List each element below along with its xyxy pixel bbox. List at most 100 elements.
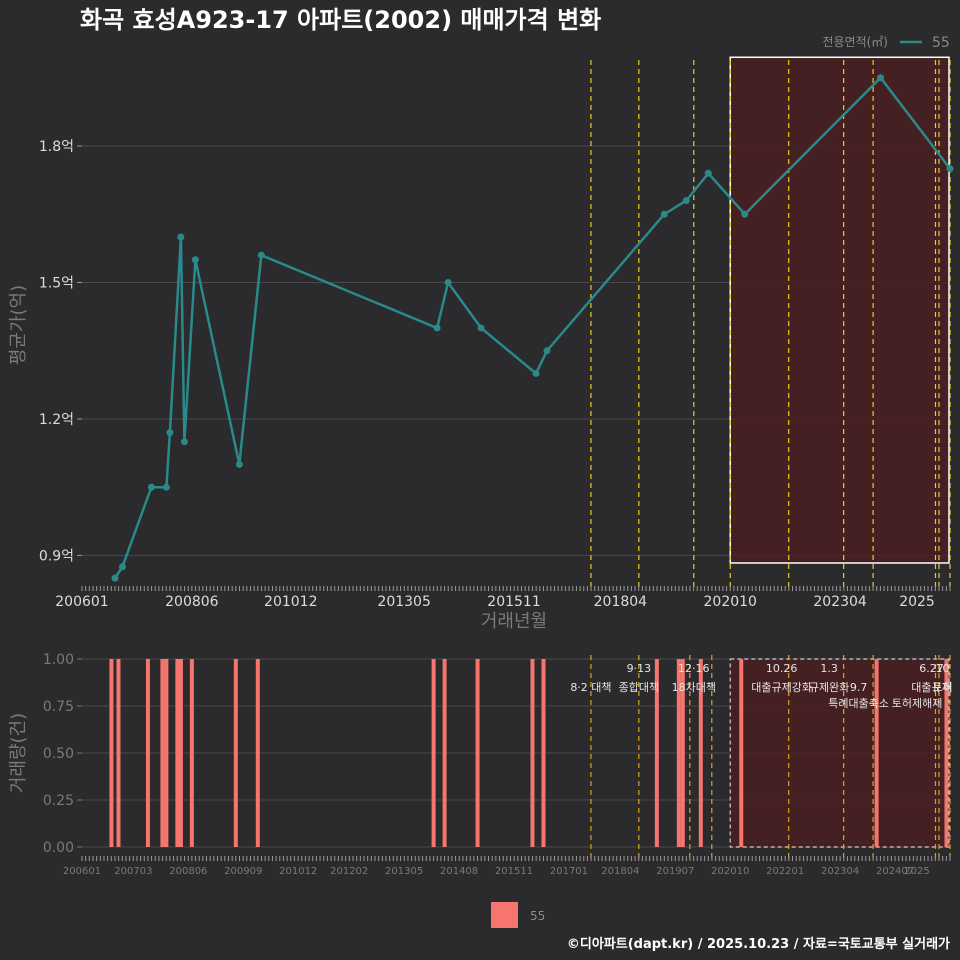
volume-bar-0	[109, 659, 114, 847]
price-x-tick-label-2: 201012	[264, 594, 317, 610]
price-x-tick-label-4: 201511	[487, 594, 540, 610]
policy-annotation-1: 9·13	[627, 662, 652, 675]
price-y-tick-label-0: 0.9억	[39, 548, 74, 564]
bar-legend-label-55: 55	[530, 909, 545, 923]
price-point-14	[543, 347, 551, 355]
volume-y-axis-title: 거래량(건)	[8, 713, 29, 793]
volume-bar-13	[530, 659, 535, 847]
volume-x-axis: 200601 200703 200806 200909 201012 201202 2013…	[63, 856, 951, 877]
volume-x-tick-label-0: 200601	[63, 866, 101, 877]
volume-x-tick-label-10: 201804	[601, 866, 639, 877]
price-x-tick-label-7: 202304	[813, 594, 867, 610]
price-point-15	[660, 210, 668, 218]
volume-x-tick-label-11: 201907	[656, 866, 694, 877]
price-point-13	[532, 369, 540, 377]
volume-bar-7	[189, 659, 194, 847]
volume-x-tick-label-5: 201202	[330, 866, 368, 877]
price-point-1	[118, 563, 126, 571]
volume-bar-16	[676, 659, 681, 847]
volume-bar-8	[233, 659, 238, 847]
volume-bar-9	[255, 659, 260, 847]
volume-bar-12	[475, 659, 480, 847]
price-point-6	[180, 438, 188, 446]
policy-annotation-15: 토허	[932, 681, 952, 694]
volume-bar-1	[116, 659, 121, 847]
policy-annotation-2: 종합대책	[619, 681, 659, 694]
price-x-axis-title: 거래년월	[481, 611, 547, 632]
price-x-tick-label-0: 200601	[55, 594, 108, 610]
volume-x-tick-label-1: 200703	[114, 866, 152, 877]
volume-x-tick-label-2: 200806	[169, 866, 207, 877]
volume-x-tick-label-14: 202304	[821, 866, 859, 877]
price-y-tick-label-3: 1.8억	[39, 139, 74, 155]
price-x-tick-label-8: 2025	[899, 594, 935, 610]
price-y-axis-title: 평균가(억)	[8, 285, 29, 365]
price-series	[111, 74, 954, 582]
volume-bar-14	[541, 659, 546, 847]
volume-bar-21	[944, 659, 949, 847]
volume-bar-20	[874, 659, 879, 847]
policy-annotations: 8·2 대책 9·13 종합대책 12·16 18차대책 10.26 대출규제강화 1.3 규제…	[570, 662, 952, 710]
volume-highlight-region	[729, 658, 950, 848]
volume-y-axis: 0.00 0.25 0.50 0.75 1.00	[43, 652, 82, 856]
volume-y-tick-label-3: 0.75	[43, 699, 74, 715]
bar-legend-swatch	[491, 902, 518, 928]
price-point-0	[111, 574, 119, 582]
policy-annotation-0: 8·2 대책	[570, 681, 611, 694]
policy-annotation-10: 특례대출축소	[828, 697, 889, 710]
price-point-11	[444, 278, 452, 286]
policy-annotation-4: 18차대책	[672, 681, 716, 694]
price-point-18	[741, 210, 749, 218]
price-point-3	[162, 483, 170, 491]
price-point-10	[433, 324, 441, 332]
volume-bar-6	[178, 659, 183, 847]
price-policy-lines	[590, 60, 951, 590]
volume-x-tick-label-7: 201408	[440, 866, 478, 877]
volume-x-tick-label-15: 202407	[876, 866, 914, 877]
price-y-tick-label-1: 1.2억	[39, 412, 74, 428]
price-point-12	[477, 324, 485, 332]
volume-x-tick-label-6: 201305	[385, 866, 423, 877]
footer-credit: ©디아파트(dapt.kr) / 2025.10.23 / 자료=국토교통부 실…	[567, 936, 950, 952]
legend-title: 전용면적(㎡)	[822, 35, 888, 49]
volume-y-tick-label-2: 0.50	[43, 746, 74, 762]
price-point-17	[704, 169, 712, 177]
volume-bar-2	[145, 659, 150, 847]
price-point-19	[877, 74, 885, 82]
volume-bars	[109, 659, 949, 847]
chart-title: 화곡 효성A923-17 아파트(2002) 매매가격 변화	[80, 6, 601, 34]
volume-bar-15	[654, 659, 659, 847]
price-point-16	[682, 197, 690, 205]
price-point-9	[257, 251, 265, 259]
price-x-tick-label-3: 201305	[377, 594, 430, 610]
price-point-2	[147, 483, 155, 491]
volume-y-tick-label-1: 0.25	[43, 793, 74, 809]
price-x-axis: 200601 200806 201012 201305 201511 201804 2020…	[55, 586, 951, 610]
price-highlight-box	[729, 56, 950, 564]
price-x-tick-label-6: 202010	[704, 594, 757, 610]
volume-bar-10	[431, 659, 436, 847]
price-y-tick-label-2: 1.5억	[39, 275, 74, 291]
policy-annotation-9: 9.7	[850, 681, 868, 694]
policy-annotation-14: 10	[936, 662, 950, 675]
volume-bar-4	[164, 659, 169, 847]
volume-bar-3	[160, 659, 165, 847]
volume-y-tick-label-4: 1.00	[43, 652, 74, 668]
legend-label-55: 55	[932, 35, 950, 51]
volume-y-tick-label-0: 0.00	[43, 840, 74, 856]
price-point-7	[191, 256, 199, 264]
volume-bar-17	[680, 659, 685, 847]
volume-x-tick-label-13: 202201	[766, 866, 804, 877]
policy-annotation-11: 토허제해제	[892, 696, 943, 710]
price-highlight-region	[729, 56, 950, 564]
policy-annotation-3: 12·16	[678, 662, 710, 675]
volume-x-tick-label-16: 2025	[904, 866, 929, 877]
volume-x-tick-label-3: 200909	[224, 866, 262, 877]
price-point-5	[177, 233, 185, 241]
volume-bar-19	[739, 659, 744, 847]
volume-x-tick-label-12: 202010	[711, 866, 749, 877]
price-x-tick-label-5: 201804	[594, 594, 648, 610]
policy-annotation-13: 대출규제	[911, 681, 951, 694]
volume-bar-5	[175, 659, 180, 847]
price-y-axis: 0.9억 1.2억 1.5억 1.8억	[39, 139, 82, 564]
